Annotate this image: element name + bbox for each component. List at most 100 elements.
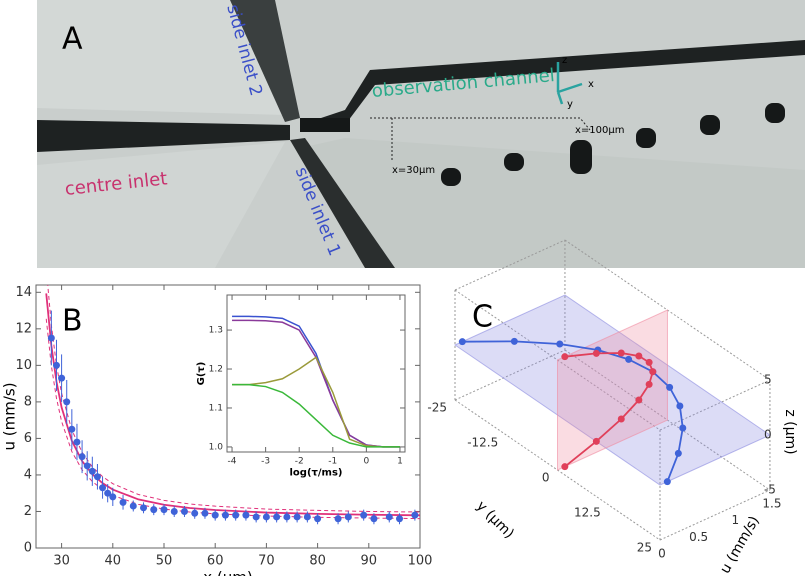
- data-point: [344, 513, 352, 521]
- u-tick-label: 0: [658, 547, 666, 561]
- data-point: [119, 498, 127, 506]
- label: x=100μm: [575, 125, 625, 136]
- y-tick-label: 1.0: [209, 442, 224, 452]
- data-point: [411, 511, 419, 519]
- inset-line: [232, 356, 400, 448]
- data-point: [68, 425, 76, 433]
- fit-bound: [47, 285, 420, 513]
- y-tick-label: 6: [24, 431, 32, 446]
- guide: [370, 117, 591, 131]
- data-point: [645, 380, 653, 388]
- axis-letter: y: [567, 99, 573, 110]
- label: x=30μm: [392, 165, 435, 176]
- data-point: [592, 349, 600, 357]
- data-point: [556, 340, 564, 348]
- y-tick-label: 25: [637, 541, 652, 555]
- panel-label: B: [62, 304, 83, 339]
- u-tick-label: 1.5: [762, 497, 781, 511]
- data-point: [273, 513, 281, 521]
- y-tick-label: 0: [542, 471, 550, 485]
- data-point: [360, 511, 368, 519]
- data-point: [170, 507, 178, 515]
- data-point: [150, 506, 158, 514]
- data-point: [191, 509, 199, 517]
- data-point: [676, 402, 684, 410]
- data-point: [283, 513, 291, 521]
- region: [300, 138, 805, 268]
- y-axis-label: y (μm): [473, 498, 517, 542]
- x-tick-label: -1: [328, 457, 337, 467]
- y-tick-label: 2: [24, 504, 32, 519]
- x-tick-label: 90: [361, 554, 378, 569]
- data-point: [649, 368, 657, 376]
- channel: [230, 0, 300, 122]
- data-point: [140, 504, 148, 512]
- box-edge: [454, 349, 566, 401]
- data-point: [63, 398, 71, 406]
- inset-line: [232, 383, 400, 448]
- channel: [300, 118, 350, 132]
- hole: [700, 115, 720, 135]
- plot-frame: [226, 294, 406, 453]
- x-tick-label: 70: [258, 554, 275, 569]
- y-tick-label: 10: [15, 358, 32, 373]
- z-axis-label: z (μm): [782, 409, 798, 454]
- y-tick-label: 12.5: [574, 506, 601, 520]
- data-point: [180, 507, 188, 515]
- box-edge: [659, 379, 771, 431]
- z-tick-label: -5: [764, 483, 776, 497]
- x-tick-label: -2: [295, 457, 304, 467]
- channel: [37, 120, 290, 152]
- data-point: [666, 383, 674, 391]
- data-point: [674, 449, 682, 457]
- data-point: [242, 511, 250, 519]
- data-point: [78, 453, 86, 461]
- data-point: [88, 467, 96, 475]
- x-tick-label: 0: [364, 457, 370, 467]
- y-tick-label: 8: [24, 394, 32, 409]
- x-tick-label: 100: [408, 554, 433, 569]
- data-point: [617, 349, 625, 357]
- panel-label: A: [62, 22, 83, 57]
- y-tick-label: -12.5: [467, 436, 498, 450]
- plane: [557, 309, 668, 471]
- y-tick-label: 14: [15, 285, 32, 300]
- region: [37, 142, 285, 268]
- box-edge: [659, 489, 771, 541]
- y-tick-label: 1.2: [209, 365, 223, 375]
- hole: [570, 140, 592, 174]
- data-point: [129, 502, 137, 510]
- data-point: [262, 513, 270, 521]
- data-point: [635, 396, 643, 404]
- z-tick-label: 0: [764, 428, 772, 442]
- data-point: [370, 515, 378, 523]
- micrograph: A side inlet 2 observation channel centr…: [37, 0, 805, 268]
- data-point: [201, 509, 209, 517]
- y-axis-label: u (mm/s): [1, 382, 19, 450]
- y-tick-label: 12: [15, 321, 32, 336]
- x-tick-label: 30: [53, 554, 70, 569]
- u-tick-label: 1: [731, 513, 739, 527]
- data-point: [232, 511, 240, 519]
- hole: [636, 128, 656, 148]
- data-point: [561, 353, 569, 361]
- x-tick-label: 50: [156, 554, 173, 569]
- arrow: [556, 91, 564, 105]
- axis-letter: x: [588, 79, 594, 90]
- data-point: [93, 473, 101, 481]
- y-tick-label: 0: [24, 541, 32, 556]
- box-edge: [454, 239, 566, 291]
- data-point: [52, 361, 60, 369]
- data-point: [510, 337, 518, 345]
- data-point: [211, 511, 219, 519]
- hole: [765, 103, 785, 123]
- hole: [504, 153, 524, 171]
- data-point: [625, 355, 633, 363]
- data-point: [47, 334, 55, 342]
- data-point: [160, 506, 168, 514]
- z-tick-label: 5: [764, 373, 772, 387]
- data-point: [99, 484, 107, 492]
- y-tick-label: 1.1: [209, 403, 223, 413]
- data-point: [83, 462, 91, 470]
